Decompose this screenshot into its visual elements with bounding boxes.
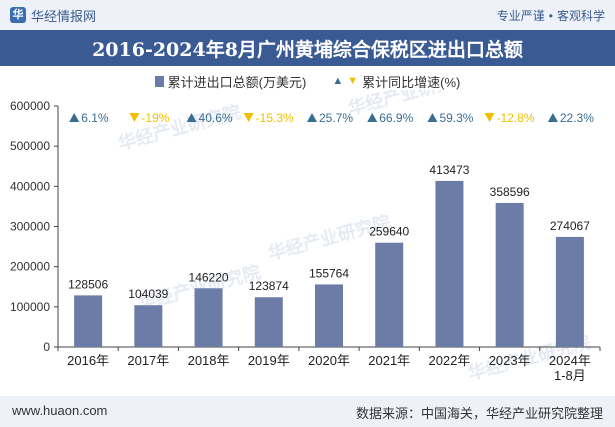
growth-label-0: 6.1% xyxy=(81,111,109,125)
bar-0 xyxy=(74,295,103,347)
growth-label-3: -15.3% xyxy=(256,111,294,125)
top-bar: 华 华经情报网 专业严谨 • 客观科学 xyxy=(0,0,615,30)
x-tick-label-4: 2020年 xyxy=(308,353,350,368)
tag-objective: 客观科学 xyxy=(556,9,605,23)
x-tick-label-8: 2024年 xyxy=(549,353,591,368)
growth-label-8: 22.3% xyxy=(560,111,594,125)
x-tick-label-1: 2017年 xyxy=(127,353,169,368)
x-tick-label-6: 2022年 xyxy=(428,353,470,368)
x-tick-label-5: 2021年 xyxy=(368,353,410,368)
brand[interactable]: 华 华经情报网 xyxy=(10,6,96,24)
x-tick-label-3: 2019年 xyxy=(248,353,290,368)
growth-label-4: 25.7% xyxy=(319,111,353,125)
bar-value-label-0: 128506 xyxy=(68,277,108,291)
growth-up-icon-4 xyxy=(307,113,317,122)
triangle-down-icon: ▼ xyxy=(347,75,359,87)
growth-down-icon-1 xyxy=(129,113,140,122)
growth-label-5: 66.9% xyxy=(379,111,413,125)
bar-value-label-1: 104039 xyxy=(128,287,168,301)
y-tick-label-4: 400000 xyxy=(10,179,50,193)
x-tick-label-2: 2018年 xyxy=(188,353,230,368)
bar-value-label-7: 358596 xyxy=(490,185,530,199)
growth-up-icon-2 xyxy=(186,113,197,122)
legend-item-total[interactable]: 累计进出口总额(万美元) xyxy=(154,72,307,90)
bar-value-label-6: 413473 xyxy=(429,163,469,177)
brand-logo-icon: 华 xyxy=(10,7,26,23)
x-tick-label-7: 2023年 xyxy=(489,353,531,368)
footer-source: 数据来源：中国海关，华经产业研究院整理 xyxy=(355,406,603,421)
bar-value-label-8: 274067 xyxy=(550,219,590,233)
growth-up-icon-6 xyxy=(427,113,438,122)
growth-up-icon-0 xyxy=(69,113,80,122)
bar-value-label-4: 155764 xyxy=(309,266,349,280)
tag-separator: • xyxy=(548,8,553,23)
bar-value-label-2: 146220 xyxy=(189,270,229,284)
bar-4 xyxy=(315,284,343,347)
bar-5 xyxy=(375,242,404,347)
growth-label-7: -12.8% xyxy=(497,111,535,125)
footer-website[interactable]: www.huaon.com xyxy=(12,403,108,418)
bar-swatch-icon xyxy=(154,75,164,87)
y-tick-label-6: 600000 xyxy=(10,99,50,113)
bar-6 xyxy=(435,180,464,347)
y-tick-label-5: 500000 xyxy=(10,139,50,153)
growth-label-6: 59.3% xyxy=(439,111,473,125)
footer: www.huaon.com 数据来源：中国海关，华经产业研究院整理 xyxy=(0,396,615,427)
growth-down-icon-7 xyxy=(484,113,495,122)
bar-2 xyxy=(194,288,223,347)
legend: 累计进出口总额(万美元) ▲ ▼ 累计同比增速(%) xyxy=(0,72,615,90)
tag-professional: 专业严谨 xyxy=(496,9,545,23)
bar-value-label-3: 123874 xyxy=(249,279,289,293)
y-tick-label-1: 100000 xyxy=(10,300,50,314)
y-tick-label-2: 200000 xyxy=(10,260,50,274)
legend-label-growth: 累计同比增速(%) xyxy=(362,74,461,90)
growth-label-2: 40.6% xyxy=(199,111,233,125)
bar-3 xyxy=(254,297,283,347)
legend-item-growth[interactable]: ▲ ▼ 累计同比增速(%) xyxy=(332,72,460,90)
brand-name: 华经情报网 xyxy=(31,8,97,24)
x-tick-label-0: 2016年 xyxy=(67,353,109,368)
y-tick-label-0: 0 xyxy=(43,340,50,354)
bar-1 xyxy=(134,305,163,347)
growth-up-icon-5 xyxy=(367,113,378,122)
bar-7 xyxy=(495,202,524,347)
growth-down-icon-3 xyxy=(243,113,254,122)
x-tick-label-8-line2: 1-8月 xyxy=(554,368,586,383)
growth-label-1: -19% xyxy=(141,111,169,125)
header-tags: 专业严谨 • 客观科学 xyxy=(497,7,605,24)
chart-title: 2016-2024年8月广州黄埔综合保税区进出口总额 xyxy=(0,30,615,66)
bar-8 xyxy=(555,236,584,347)
bar-chart: 华经产业研究院华经产业研究院华经产业研究院华经产业研究院华经产业研究院01000… xyxy=(10,90,601,385)
watermark-0: 华经产业研究院 xyxy=(116,101,243,155)
legend-label-total: 累计进出口总额(万美元) xyxy=(167,74,307,90)
growth-up-icon-8 xyxy=(547,113,558,122)
y-tick-label-3: 300000 xyxy=(10,220,50,234)
bar-value-label-5: 259640 xyxy=(369,225,409,239)
triangle-up-icon: ▲ xyxy=(332,75,344,87)
